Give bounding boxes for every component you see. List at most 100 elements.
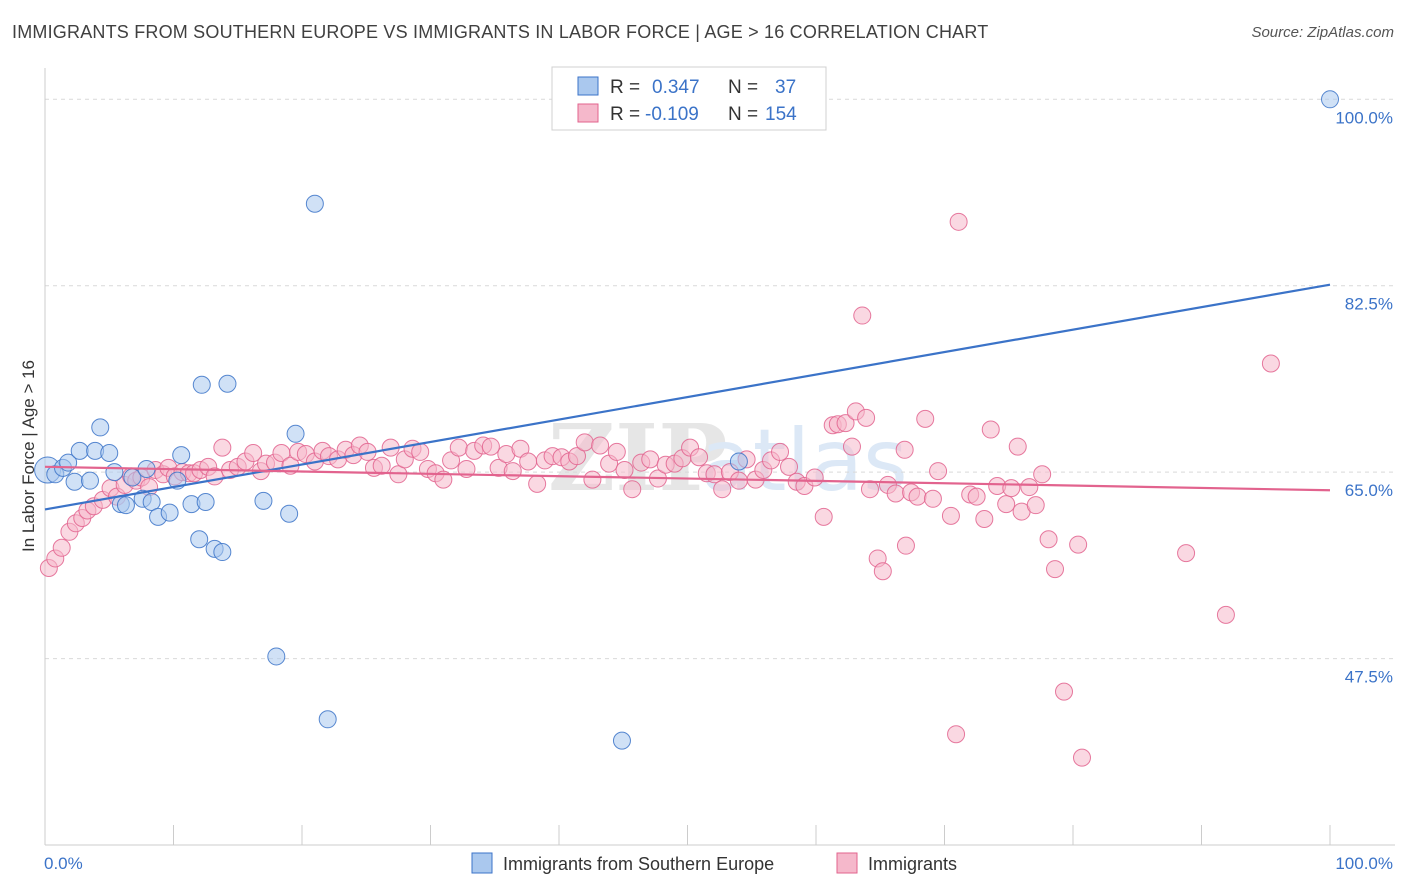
- immigrants-point: [997, 495, 1016, 514]
- southern-europe-point: [65, 472, 84, 491]
- trend-lines: [44, 283, 1331, 511]
- y-tick-label-3: 47.5%: [1345, 668, 1393, 687]
- series-legend-swatch-pink: [836, 852, 858, 874]
- legend-n-value-2: 154: [765, 104, 797, 125]
- immigrants-point: [449, 438, 468, 457]
- immigrants-point: [457, 459, 476, 478]
- x-tick-label-1: 100.0%: [1335, 854, 1393, 873]
- southern-europe-point: [213, 543, 232, 562]
- legend-n-label-1: N =: [728, 77, 758, 98]
- immigrants-point: [929, 462, 948, 481]
- immigrants-point: [896, 536, 915, 555]
- immigrants-point: [567, 447, 586, 466]
- legend-n-value-1: 37: [775, 77, 796, 98]
- immigrants-point: [1033, 465, 1052, 484]
- immigrants-point: [503, 462, 522, 481]
- immigrants-point: [967, 487, 986, 506]
- immigrants-point: [771, 442, 790, 461]
- southern-europe-point: [286, 424, 305, 443]
- immigrants-point: [713, 480, 732, 499]
- legend-n-label-2: N =: [728, 104, 758, 125]
- southern-europe-point: [105, 463, 124, 482]
- series-legend-swatch-blue: [471, 852, 493, 874]
- immigrants-point: [916, 409, 935, 428]
- southern-europe-point: [91, 418, 110, 437]
- x-tick-labels: 0.0% 100.0%: [44, 854, 1393, 873]
- immigrants-point: [941, 506, 960, 525]
- immigrants-point: [923, 489, 942, 508]
- x-tick-label-0: 0.0%: [44, 854, 83, 873]
- immigrants-point: [519, 452, 538, 471]
- immigrants-point: [886, 484, 905, 503]
- immigrants-point: [615, 461, 634, 480]
- southern-europe-point: [612, 731, 631, 750]
- y-tick-labels: 100.0% 82.5% 65.0% 47.5%: [1335, 108, 1393, 686]
- y-tick-label-0: 100.0%: [1335, 108, 1393, 127]
- southern-europe-point: [100, 443, 119, 462]
- immigrants-point: [591, 436, 610, 455]
- immigrants-point: [981, 420, 1000, 439]
- legend-swatch-pink: [577, 103, 599, 123]
- immigrants-point: [1020, 478, 1039, 497]
- southern-europe-point: [729, 452, 748, 471]
- series-legend: Immigrants from Southern Europe Immigran…: [471, 852, 957, 874]
- series-legend-label-pink: Immigrants: [868, 854, 957, 874]
- immigrants-point: [1261, 354, 1280, 373]
- southern-europe-point: [254, 491, 273, 510]
- southern-europe-point: [160, 503, 179, 522]
- immigrants-point: [949, 212, 968, 231]
- immigrants-point: [1039, 530, 1058, 549]
- immigrants-point: [1046, 560, 1065, 579]
- y-tick-label-2: 65.0%: [1345, 481, 1393, 500]
- immigrants-points: [39, 212, 1280, 767]
- legend-swatch-blue: [577, 76, 599, 96]
- immigrants-point: [1008, 437, 1027, 456]
- immigrants-point: [575, 433, 594, 452]
- immigrants-trend-line: [44, 465, 1331, 492]
- grid-lines: [45, 98, 1395, 660]
- southern-europe-point: [142, 492, 161, 511]
- immigrants-point: [583, 470, 602, 489]
- y-tick-label-1: 82.5%: [1345, 295, 1393, 314]
- immigrants-point: [641, 450, 660, 469]
- immigrants-point: [1177, 544, 1196, 563]
- immigrants-point: [1069, 535, 1088, 554]
- series-legend-label-blue: Immigrants from Southern Europe: [503, 854, 774, 874]
- immigrants-point: [1072, 748, 1091, 767]
- source-label: Source: ZipAtlas.com: [1251, 24, 1394, 41]
- immigrants-point: [607, 442, 626, 461]
- legend-r-value-2: -0.109: [645, 104, 699, 125]
- immigrants-point: [434, 470, 453, 489]
- immigrants-point: [1216, 605, 1235, 624]
- southern-europe-point: [70, 441, 89, 460]
- southern-europe-trend-line: [44, 283, 1331, 511]
- axes: [44, 68, 1395, 846]
- y-axis-label: In Labor Force | Age > 16: [19, 360, 38, 552]
- immigrants-point: [1055, 682, 1074, 701]
- immigrants-point: [244, 443, 263, 462]
- immigrants-point: [690, 448, 709, 467]
- immigrants-point: [411, 442, 430, 461]
- southern-europe-point: [318, 710, 337, 729]
- immigrants-point: [372, 456, 391, 475]
- immigrants-point: [895, 440, 914, 459]
- immigrants-point: [857, 408, 876, 427]
- immigrants-point: [528, 474, 547, 493]
- immigrants-point: [623, 480, 642, 499]
- legend-r-label-1: R =: [610, 77, 640, 98]
- southern-europe-point: [116, 496, 135, 515]
- immigrants-point: [213, 438, 232, 457]
- immigrants-point: [860, 480, 879, 499]
- immigrants-point: [853, 306, 872, 325]
- immigrants-point: [805, 468, 824, 487]
- immigrants-point: [780, 457, 799, 476]
- southern-europe-point: [1321, 90, 1339, 109]
- immigrants-point: [481, 437, 500, 456]
- immigrants-point: [1002, 479, 1021, 498]
- immigrants-point: [814, 507, 833, 526]
- immigrants-point: [975, 510, 994, 529]
- immigrants-point: [1026, 496, 1045, 515]
- southern-europe-point: [196, 492, 215, 511]
- immigrants-point: [947, 725, 966, 744]
